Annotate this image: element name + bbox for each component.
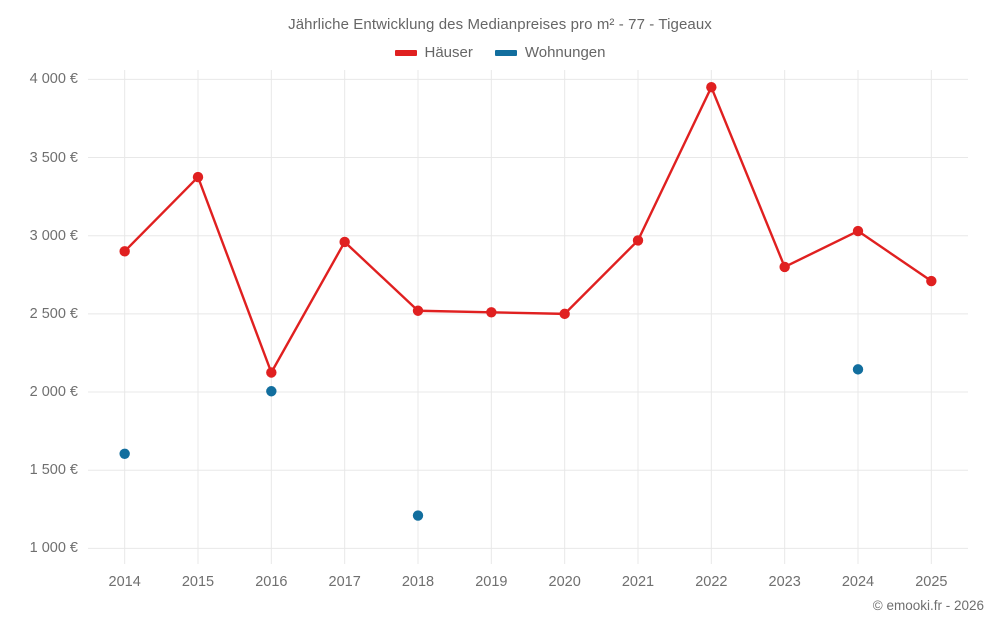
x-axis-tick-labels: 2014 2015 2016 2017 2018 2019 2020 2021 2022 2023…	[88, 566, 968, 596]
y-tick-label: 1 000 €	[29, 540, 78, 557]
data-point-haeuser-2021[interactable]	[632, 235, 644, 246]
data-point-haeuser-2018[interactable]	[412, 305, 424, 316]
chart-legend: Häuser Wohnungen	[0, 44, 1000, 61]
data-point-haeuser-2016[interactable]	[266, 367, 277, 378]
legend-label-wohnungen: Wohnungen	[524, 44, 606, 61]
y-tick-label: 1 500 €	[29, 462, 78, 479]
x-tick-label: 2019	[475, 574, 508, 590]
data-point-wohnungen-2014[interactable]	[119, 448, 130, 459]
series-line-haeuser	[123, 85, 933, 374]
plot-area	[88, 70, 968, 564]
x-tick-label: 2016	[255, 574, 288, 590]
data-point-wohnungen-2024[interactable]	[852, 364, 864, 375]
x-tick-label: 2023	[768, 574, 801, 590]
data-point-haeuser-2017[interactable]	[339, 236, 350, 248]
data-point-haeuser-2014[interactable]	[119, 246, 130, 257]
y-tick-label: 2 500 €	[29, 305, 78, 322]
legend-item-wohnungen[interactable]: Wohnungen	[494, 44, 606, 61]
data-point-haeuser-2025[interactable]	[926, 275, 937, 287]
legend-color-swatch-haeuser	[394, 49, 417, 56]
legend-label-haeuser: Häuser	[424, 44, 473, 61]
data-point-haeuser-2019[interactable]	[486, 307, 497, 318]
x-tick-label: 2022	[695, 574, 728, 590]
x-tick-label: 2015	[181, 574, 215, 590]
y-tick-label: 4 000 €	[29, 71, 78, 88]
x-tick-label: 2018	[401, 574, 435, 590]
data-point-haeuser-2024[interactable]	[852, 225, 864, 237]
legend-item-haeuser[interactable]: Häuser	[394, 44, 473, 61]
data-point-wohnungen-2016[interactable]	[266, 386, 277, 397]
data-point-haeuser-2020[interactable]	[559, 308, 570, 320]
y-tick-label: 3 500 €	[29, 149, 78, 166]
footer-credit: © emooki.fr - 2026	[872, 598, 984, 613]
data-point-haeuser-2023[interactable]	[779, 261, 790, 273]
y-tick-label: 3 000 €	[29, 227, 78, 244]
chart-title: Jährliche Entwicklung des Medianpreises …	[288, 16, 712, 33]
y-tick-label: 2 000 €	[29, 384, 78, 401]
data-point-wohnungen-2018[interactable]	[412, 510, 424, 521]
legend-color-swatch-wohnungen	[494, 49, 517, 56]
x-tick-label: 2017	[328, 574, 361, 590]
x-tick-label: 2020	[548, 574, 581, 590]
x-tick-label: 2024	[841, 574, 875, 590]
x-tick-label: 2021	[621, 574, 655, 590]
y-axis-tick-labels: 1 000 € 1 500 € 2 000 € 2 500 € 3 000 € 3 500…	[0, 70, 78, 564]
data-point-haeuser-2022[interactable]	[706, 81, 717, 93]
data-point-haeuser-2015[interactable]	[192, 171, 204, 183]
x-tick-label: 2014	[108, 574, 141, 590]
x-tick-label: 2025	[915, 574, 948, 590]
